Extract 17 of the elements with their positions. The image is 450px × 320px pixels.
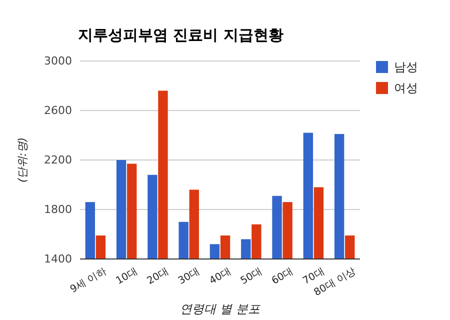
x-tick-label: 10대: [114, 266, 140, 288]
y-tick-label: 3000: [44, 54, 72, 68]
legend-label: 남성: [394, 60, 418, 74]
x-tick-label: 9세 이하: [68, 266, 108, 296]
y-tick-label: 2600: [44, 104, 72, 118]
x-axis-title: 연령대 별 분포: [180, 302, 261, 316]
x-tick-label: 30대: [176, 266, 202, 288]
x-tick-label: 50대: [238, 266, 264, 288]
y-tick-label: 1400: [44, 252, 72, 266]
legend-label: 여성: [394, 81, 418, 95]
y-tick-label: 2200: [44, 154, 72, 167]
x-tick-label: 60대: [270, 266, 296, 288]
y-axis-title: (단위:명): [16, 137, 29, 183]
x-tick-label: 40대: [208, 266, 233, 288]
chart-title: 지루성피부염 진료비 지급현황: [78, 26, 284, 44]
y-tick-label: 1800: [44, 203, 72, 216]
x-tick-label: 20대: [146, 266, 171, 288]
